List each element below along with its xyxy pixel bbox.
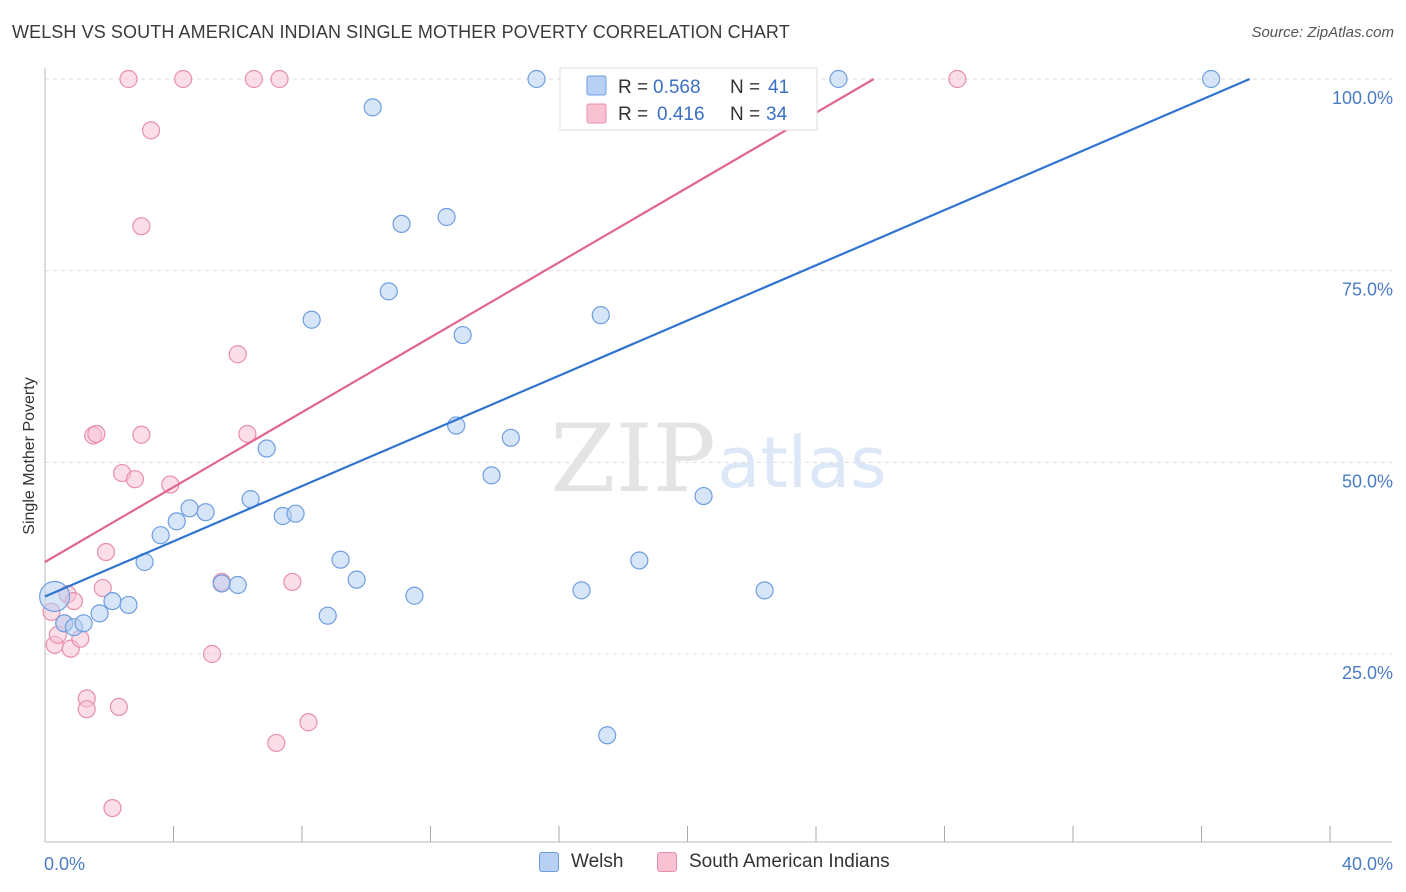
welsh-point-35 (630, 551, 649, 570)
y-tick-label-0: 25.0% (1342, 663, 1393, 683)
welsh-n-value: 41 (768, 77, 789, 98)
sai-point-14 (103, 798, 122, 818)
welsh-point-23 (379, 282, 398, 301)
welsh-point-28 (453, 325, 472, 345)
sai-point-17 (119, 69, 138, 89)
x-tick-labels: 0.0% 40.0% (44, 854, 1393, 874)
sai-point-9 (77, 700, 96, 719)
sai-n-value: 34 (766, 104, 788, 125)
welsh-point-32 (572, 581, 591, 600)
welsh-r-value: 0.568 (653, 77, 701, 98)
watermark: ZIP atlas (550, 405, 886, 514)
y-tick-label-3: 100.0% (1332, 88, 1393, 108)
y-axis-label: Single Mother Poverty (21, 377, 38, 534)
sai-point-20 (132, 425, 151, 444)
welsh-point-3 (74, 614, 93, 633)
sai-point-27 (238, 424, 257, 444)
gridlines (45, 78, 1392, 655)
welsh-point-6 (119, 595, 138, 615)
y-tick-labels: 25.0% 50.0% 75.0% 100.0% (1332, 88, 1393, 683)
welsh-point-31 (527, 69, 546, 89)
welsh-point-5 (103, 591, 122, 611)
axes (44, 68, 1392, 843)
welsh-point-10 (180, 499, 199, 518)
welsh-point-25 (405, 586, 424, 605)
welsh-point-39 (1202, 69, 1221, 89)
welsh-point-19 (318, 606, 337, 625)
sai-swatch (657, 852, 677, 872)
welsh-point-38 (829, 69, 848, 89)
sai-n-label: N = (730, 104, 760, 125)
welsh-point-4 (90, 604, 109, 623)
welsh-point-34 (598, 726, 617, 745)
sai-point-30 (270, 69, 289, 89)
source-label: Source: ZipAtlas.com (1251, 24, 1394, 41)
sai-point-29 (267, 733, 286, 753)
bottom-legend: Welsh South American Indians (0, 851, 1406, 879)
welsh-point-26 (437, 207, 456, 227)
trend-lines (44, 77, 1251, 598)
y-tick-label-2: 75.0% (1342, 280, 1393, 300)
welsh-point-30 (501, 428, 520, 447)
welsh-point-12 (212, 574, 231, 593)
sai-trend-line (44, 78, 875, 563)
x-tick-label-0: 0.0% (44, 854, 85, 874)
sai-point-26 (228, 345, 247, 364)
sai-point-11 (87, 424, 106, 444)
sai-legend-label: South American Indians (689, 851, 890, 872)
legend-item-sai: South American Indians (657, 851, 890, 873)
welsh-point-8 (151, 526, 170, 545)
sai-point-32 (299, 713, 318, 732)
sai-point-33 (948, 69, 967, 89)
welsh-legend-swatch (586, 75, 607, 96)
sai-point-19 (132, 217, 151, 236)
chart-title: WELSH VS SOUTH AMERICAN INDIAN SINGLE MO… (12, 22, 790, 42)
sai-point-12 (93, 578, 112, 598)
welsh-point-24 (392, 214, 411, 233)
welsh-point-11 (196, 503, 215, 522)
welsh-r-label: R = (618, 77, 648, 98)
welsh-swatch (539, 852, 559, 872)
sai-point-28 (244, 69, 263, 89)
sai-point-23 (174, 69, 193, 89)
sai-point-13 (96, 542, 116, 562)
welsh-point-18 (302, 310, 321, 329)
sai-point-31 (283, 572, 302, 592)
legend-item-welsh: Welsh (539, 851, 623, 873)
welsh-point-13 (228, 575, 247, 595)
stats-legend: R = 0.568 N = 41 R = 0.416 N = 34 (559, 67, 818, 131)
sai-r-label: R = (618, 104, 648, 125)
welsh-n-label: N = (730, 77, 760, 98)
welsh-point-22 (363, 98, 382, 117)
y-tick-label-1: 50.0% (1342, 471, 1393, 491)
welsh-point-20 (331, 550, 350, 569)
welsh-point-17 (286, 504, 305, 523)
welsh-point-0 (39, 580, 71, 613)
welsh-legend-label: Welsh (571, 851, 624, 872)
welsh-point-9 (167, 512, 186, 531)
welsh-point-33 (591, 306, 610, 325)
welsh-point-29 (482, 466, 501, 485)
sai-point-24 (202, 644, 222, 664)
x-tick-label-1: 40.0% (1342, 854, 1393, 874)
welsh-point-15 (257, 439, 276, 458)
welsh-point-21 (347, 570, 366, 589)
welsh-point-36 (694, 486, 713, 506)
series-south-american-indians (42, 69, 967, 818)
sai-r-value: 0.416 (657, 104, 705, 125)
watermark-atlas: atlas (717, 422, 886, 504)
sai-point-21 (141, 121, 161, 140)
sai-legend-swatch (586, 103, 607, 124)
watermark-zip: ZIP (550, 405, 716, 514)
sai-point-15 (109, 697, 128, 717)
sai-point-18 (125, 470, 145, 489)
welsh-trend-line (44, 77, 1251, 598)
welsh-point-37 (755, 581, 774, 600)
